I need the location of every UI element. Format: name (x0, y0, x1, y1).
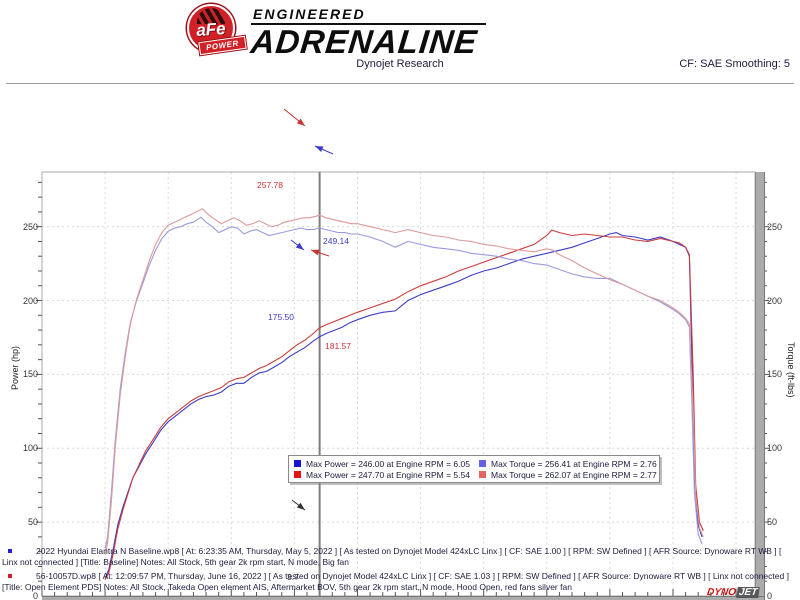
smoothing-setting: CF: SAE Smoothing: 5 (679, 58, 790, 70)
run-note-open-element-text: 56-10057D.wp8 [ At: 12:09:57 PM, Thursda… (2, 571, 789, 592)
power-tick-label: 100 (22, 443, 38, 454)
power-tick-label: 0 (32, 591, 38, 600)
power-tick-label: 50 (27, 517, 38, 528)
plot-bottom-edge (42, 596, 764, 600)
dynojet-jet-text: JET (736, 587, 761, 598)
adrenaline-wordmark: ENGINEERED ADRENALINE (249, 4, 486, 60)
page-title: Dynojet Research (356, 58, 444, 70)
aperture-icon (197, 8, 225, 24)
cursor-torque-open-element-value: 257.78 (257, 180, 283, 190)
cursor-power-open-element-value: 181.57 (325, 341, 351, 351)
torque-tick-label: 250 (767, 221, 783, 232)
cursor-rpm-value: 3.7 (287, 572, 299, 582)
power-open-element-swatch (294, 471, 301, 478)
run-note-baseline-text: 2022 Hyundai Elantra N Baseline.wp8 [ At… (2, 546, 782, 567)
engineered-text: ENGINEERED (251, 6, 486, 25)
legend: Max Power = 246.00 at Engine RPM = 6.05 … (288, 455, 660, 483)
torque-open-element-swatch (479, 471, 486, 478)
power-axis-title: Power (hp) (10, 346, 20, 391)
max-power-open-element: Max Power = 247.70 at Engine RPM = 5.54 (306, 469, 470, 480)
torque-tick-label: 200 (767, 295, 783, 306)
max-torque-open-element: Max Torque = 262.07 at Engine RPM = 2.77 (491, 469, 657, 480)
afe-adrenaline-logo: aFe POWER ENGINEERED ADRENALINE (185, 4, 486, 60)
dyno-chart-panel: 1.52.02.53.03.54.04.55.05.56.06.57.0 501… (6, 83, 796, 600)
run-note-open-element: 56-10057D.wp8 [ At: 12:09:57 PM, Thursda… (0, 571, 798, 593)
torque-tick-label: 0 (767, 591, 773, 600)
plot-right-edge (755, 172, 765, 600)
torque-tick-label: 150 (767, 369, 783, 380)
torque-tick-label: 50 (767, 517, 778, 528)
run-note-baseline: 2022 Hyundai Elantra N Baseline.wp8 [ At… (0, 546, 798, 568)
open-element-bullet-icon (8, 574, 12, 578)
max-torque-baseline: Max Torque = 256.41 at Engine RPM = 2.76 (491, 458, 657, 469)
legend-row-open-element: Max Power = 247.70 at Engine RPM = 5.54 … (289, 469, 659, 480)
torque-axis-title: Torque (ft-lbs) (786, 342, 796, 398)
run-notes: 2022 Hyundai Elantra N Baseline.wp8 [ At… (0, 546, 798, 596)
torque-baseline-swatch (479, 460, 486, 467)
max-power-baseline: Max Power = 246.00 at Engine RPM = 6.05 (306, 458, 470, 469)
cursor-torque-baseline-value: 249.14 (323, 236, 349, 246)
dyno-plot (36, 171, 769, 597)
torque-tick-label: 100 (767, 443, 783, 454)
cursor-power-baseline-value: 175.50 (268, 312, 294, 322)
dynojet-dyno-text: DYNO (706, 587, 737, 598)
power-tick-label: 200 (22, 295, 38, 306)
dynojet-watermark: DYNO JET (705, 587, 761, 598)
power-baseline-swatch (294, 460, 301, 467)
adrenaline-text: ADRENALINE (249, 23, 480, 60)
power-tick-label: 150 (22, 369, 38, 380)
baseline-bullet-icon (8, 549, 12, 553)
legend-row-baseline: Max Power = 246.00 at Engine RPM = 6.05 … (289, 458, 659, 469)
afe-power-logo: aFe POWER (185, 4, 247, 56)
power-tick-label: 250 (22, 221, 38, 232)
